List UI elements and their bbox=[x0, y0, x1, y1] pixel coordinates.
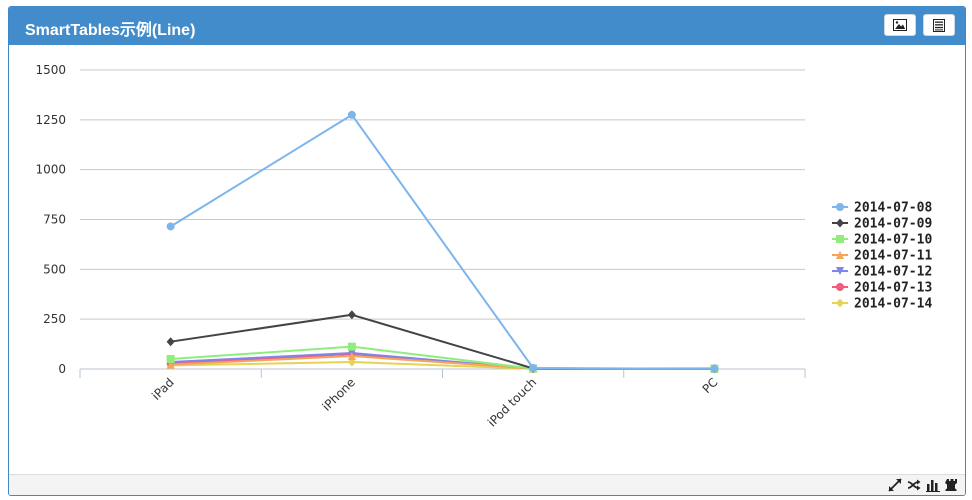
chart-panel: SmartTables示例(Line) 0 250 500 750 1000 1250 15… bbox=[8, 6, 966, 496]
legend-symbol-marker bbox=[836, 298, 844, 308]
y-tick-label: 750 bbox=[43, 213, 66, 227]
data-point[interactable] bbox=[347, 310, 356, 320]
x-tick-label: iPad bbox=[149, 375, 177, 403]
image-icon bbox=[893, 19, 907, 31]
legend-symbol-marker bbox=[836, 267, 844, 275]
legend-symbol-marker bbox=[836, 251, 844, 259]
grid-layer bbox=[80, 69, 805, 370]
legend-label: 2014-07-12 bbox=[854, 265, 932, 280]
axis-layer: 0 250 500 750 1000 1250 1500 iPad iPhone iPod tou… bbox=[35, 63, 806, 430]
legend[interactable]: 2014-07-082014-07-092014-07-102014-07-11… bbox=[832, 201, 932, 312]
data-point[interactable] bbox=[166, 222, 175, 231]
y-tick-label: 1500 bbox=[35, 63, 66, 77]
legend-symbol-marker bbox=[836, 235, 844, 243]
legend-item[interactable]: 2014-07-09 bbox=[832, 217, 932, 232]
legend-label: 2014-07-08 bbox=[854, 201, 932, 216]
legend-label: 2014-07-14 bbox=[854, 297, 932, 312]
table-view-button[interactable] bbox=[923, 14, 955, 36]
y-tick-label: 1000 bbox=[35, 163, 66, 177]
panel-footer bbox=[9, 474, 965, 495]
data-point[interactable] bbox=[710, 364, 719, 373]
legend-item[interactable]: 2014-07-14 bbox=[832, 297, 932, 312]
image-export-button[interactable] bbox=[884, 14, 916, 36]
data-point[interactable] bbox=[347, 110, 356, 119]
x-tick-label: iPhone bbox=[319, 375, 358, 414]
line-chart: 0 250 500 750 1000 1250 1500 iPad iPhone iPod tou… bbox=[35, 63, 932, 430]
series-2014-07-08[interactable] bbox=[166, 110, 719, 373]
series-layer bbox=[166, 110, 719, 374]
x-tick-label: PC bbox=[700, 375, 721, 396]
bar-chart-icon[interactable] bbox=[926, 478, 940, 492]
x-tick-label: iPod touch bbox=[485, 375, 539, 429]
data-point[interactable] bbox=[166, 360, 175, 369]
y-tick-label: 500 bbox=[43, 262, 66, 276]
legend-item[interactable]: 2014-07-08 bbox=[832, 201, 932, 216]
data-point[interactable] bbox=[166, 337, 175, 347]
data-point[interactable] bbox=[347, 352, 356, 361]
legend-symbol-marker bbox=[836, 283, 844, 291]
legend-item[interactable]: 2014-07-10 bbox=[832, 233, 932, 248]
y-tick-label: 1250 bbox=[35, 113, 66, 127]
legend-label: 2014-07-09 bbox=[854, 217, 932, 232]
y-tick-label: 250 bbox=[43, 312, 66, 326]
legend-label: 2014-07-13 bbox=[854, 281, 932, 296]
legend-label: 2014-07-11 bbox=[854, 249, 932, 264]
panel-title: SmartTables示例(Line) bbox=[25, 22, 196, 39]
table-icon bbox=[933, 18, 945, 32]
legend-item[interactable]: 2014-07-11 bbox=[832, 249, 932, 264]
series-line bbox=[170, 113, 715, 370]
legend-item[interactable]: 2014-07-12 bbox=[832, 265, 932, 280]
data-point[interactable] bbox=[347, 342, 356, 351]
chess-rook-icon[interactable] bbox=[945, 478, 959, 492]
panel-header: SmartTables示例(Line) bbox=[9, 7, 965, 45]
y-tick-label: 0 bbox=[58, 362, 66, 376]
shuffle-icon[interactable] bbox=[907, 478, 921, 492]
legend-label: 2014-07-10 bbox=[854, 233, 932, 248]
expand-icon[interactable] bbox=[888, 478, 902, 492]
legend-symbol-marker bbox=[836, 218, 844, 228]
data-point[interactable] bbox=[529, 364, 538, 373]
legend-item[interactable]: 2014-07-13 bbox=[832, 281, 932, 296]
data-point[interactable] bbox=[166, 355, 175, 364]
legend-symbol-marker bbox=[836, 203, 844, 211]
